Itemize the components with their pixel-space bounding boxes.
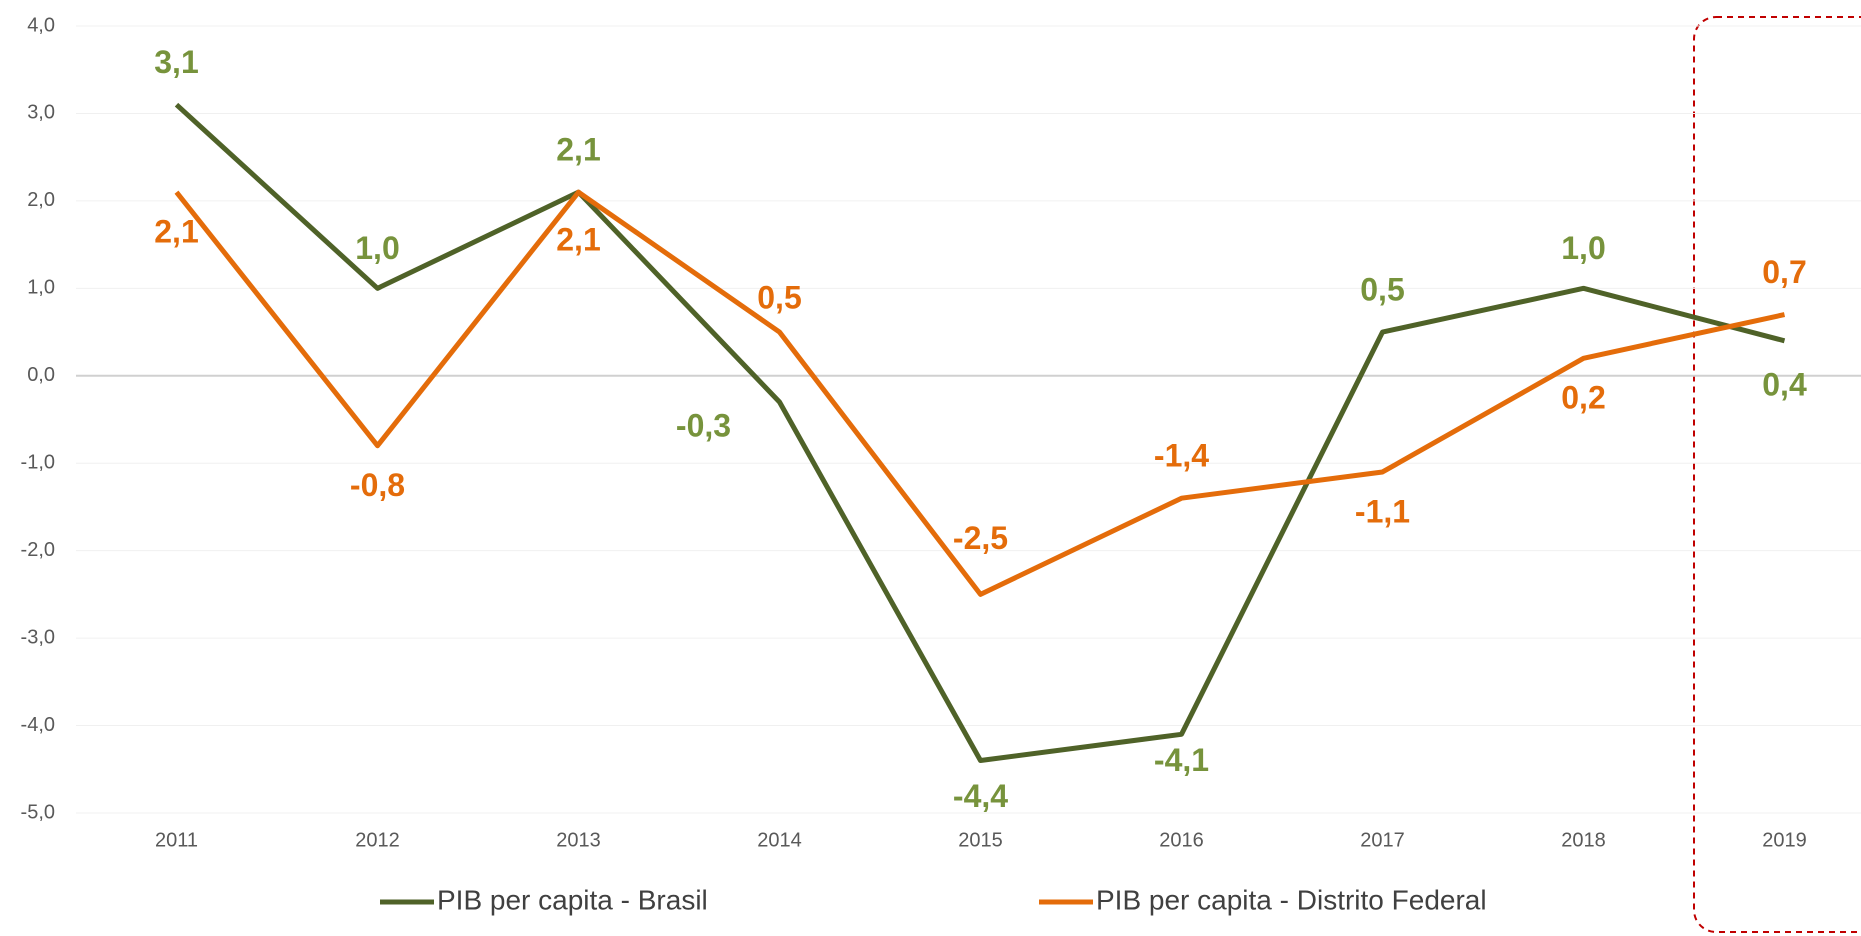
- series-line: [174, 102, 1786, 764]
- data-label: -1,1: [1355, 493, 1410, 529]
- data-label: -4,1: [1154, 742, 1209, 778]
- x-tick-label: 2012: [355, 829, 400, 851]
- y-tick-label: 0,0: [27, 364, 55, 386]
- y-tick-label: -4,0: [21, 714, 55, 736]
- legend-label: PIB per capita - Brasil: [437, 884, 708, 915]
- data-label: -0,8: [350, 467, 405, 503]
- x-tick-label: 2017: [1360, 829, 1405, 851]
- data-label: 3,1: [154, 44, 198, 80]
- data-label: -1,4: [1154, 438, 1209, 474]
- data-label: 2,1: [154, 214, 198, 250]
- x-tick-label: 2016: [1159, 829, 1204, 851]
- y-tick-label: -2,0: [21, 539, 55, 561]
- data-label: 2,1: [556, 132, 600, 168]
- y-tick-label: 2,0: [27, 189, 55, 211]
- x-tick-label: 2014: [757, 829, 802, 851]
- x-tick-label: 2019: [1762, 829, 1807, 851]
- series-line: [174, 189, 1786, 597]
- y-tick-label: -3,0: [21, 626, 55, 648]
- data-label: 0,5: [1360, 272, 1404, 308]
- legend-label: PIB per capita - Distrito Federal: [1096, 884, 1487, 915]
- y-tick-label: 3,0: [27, 102, 55, 124]
- data-label: 0,4: [1762, 366, 1807, 402]
- data-label: 2,1: [556, 222, 600, 258]
- highlight-box: [1693, 16, 1861, 933]
- data-label: 1,0: [1561, 230, 1605, 266]
- y-tick-label: -1,0: [21, 452, 55, 474]
- data-label: 0,7: [1762, 254, 1806, 290]
- data-label: -0,3: [676, 407, 731, 443]
- data-label: 0,5: [757, 280, 801, 316]
- x-tick-label: 2015: [958, 829, 1003, 851]
- data-label: -2,5: [953, 520, 1008, 556]
- x-tick-label: 2011: [155, 829, 198, 851]
- y-tick-label: 1,0: [27, 277, 55, 299]
- data-label: 1,0: [355, 230, 399, 266]
- x-tick-label: 2013: [556, 829, 601, 851]
- data-label: -4,4: [953, 778, 1008, 814]
- y-tick-label: -5,0: [21, 801, 55, 823]
- x-tick-label: 2018: [1561, 829, 1606, 851]
- data-label: 0,2: [1561, 380, 1605, 416]
- y-tick-label: 4,0: [27, 14, 55, 36]
